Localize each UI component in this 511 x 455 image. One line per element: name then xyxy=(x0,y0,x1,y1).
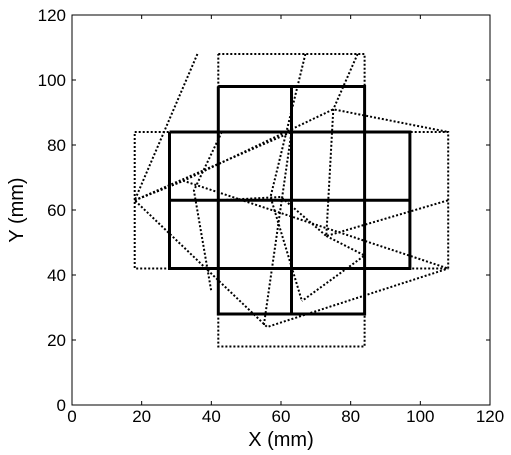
y-tick-label: 0 xyxy=(57,396,66,415)
dotted-grid-line xyxy=(269,53,307,302)
x-tick-label: 40 xyxy=(202,407,221,426)
dotted-grid-line xyxy=(134,130,293,328)
y-tick-label: 60 xyxy=(47,201,66,220)
y-tick-label: 40 xyxy=(47,266,66,285)
x-tick-label: 100 xyxy=(406,407,434,426)
x-tick-label: 80 xyxy=(341,407,360,426)
y-tick-label: 100 xyxy=(38,71,66,90)
x-tick-label: 120 xyxy=(476,407,504,426)
dotted-grid-line xyxy=(134,108,449,202)
y-tick-label: 20 xyxy=(47,331,66,350)
y-tick-label: 80 xyxy=(47,136,66,155)
x-axis-title: X (mm) xyxy=(248,429,314,451)
solid-grid-line xyxy=(168,130,412,270)
y-axis-title: Y (mm) xyxy=(6,177,28,242)
tick-marks xyxy=(71,14,491,406)
y-tick-label: 120 xyxy=(38,6,66,25)
dotted-grid-line xyxy=(217,53,366,348)
x-tick-label: 0 xyxy=(67,407,76,426)
series-lines xyxy=(133,53,450,348)
x-tick-label: 20 xyxy=(132,407,151,426)
dotted-grid-line xyxy=(133,53,449,329)
dotted-grid-line xyxy=(192,131,223,292)
solid-grid-line xyxy=(216,85,367,316)
x-tick-label: 60 xyxy=(272,407,291,426)
tick-labels: 0 20 40 60 80 100 120 0 20 40 60 80 100 120 xyxy=(38,6,505,426)
